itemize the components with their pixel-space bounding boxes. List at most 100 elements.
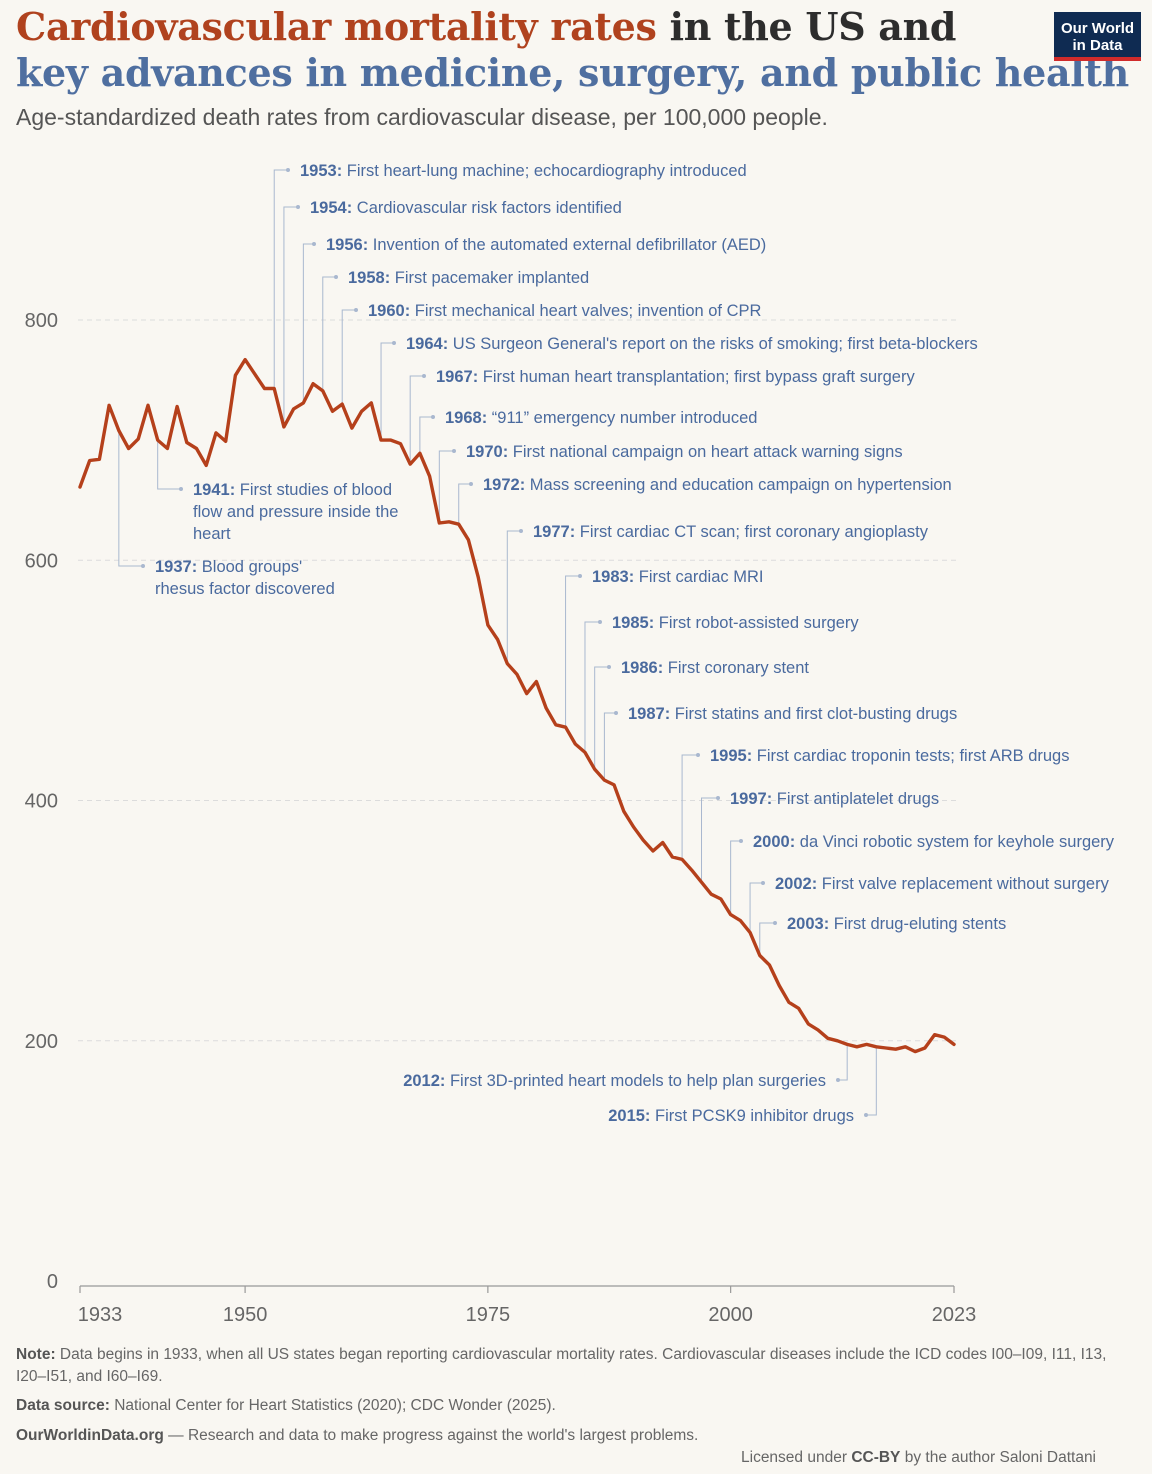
annotation-year: 1953: bbox=[300, 162, 342, 180]
annotation-year: 1995: bbox=[710, 747, 752, 765]
annotation-dot-1977 bbox=[519, 529, 523, 533]
annotation-leader-1985 bbox=[584, 621, 600, 753]
annotation-text: Mass screening and education campaign on… bbox=[525, 476, 952, 494]
annotation-1964: 1964: US Surgeon General's report on the… bbox=[406, 335, 978, 353]
annotation-year: 1967: bbox=[436, 368, 478, 386]
chart-subtitle: Age-standardized death rates from cardio… bbox=[16, 104, 828, 130]
source-text: National Center for Heart Statistics (20… bbox=[109, 1397, 556, 1414]
annotation-year: 1964: bbox=[406, 335, 448, 353]
annotation-year: 2002: bbox=[775, 875, 817, 893]
license-suffix: by the author Saloni Dattani bbox=[900, 1449, 1097, 1466]
annotation-1977: 1977: First cardiac CT scan; first coron… bbox=[533, 523, 929, 541]
annotation-1941-line2: flow and pressure inside the bbox=[193, 503, 398, 521]
site-link[interactable]: OurWorldinData.org bbox=[16, 1427, 164, 1444]
annotation-year: 1997: bbox=[730, 790, 772, 808]
annotation-1958: 1958: First pacemaker implanted bbox=[348, 269, 589, 287]
annotation-text: “911” emergency number introduced bbox=[487, 409, 757, 427]
annotation-1937: 1937: Blood groups' bbox=[155, 558, 302, 576]
annotation-text: First national campaign on heart attack … bbox=[508, 443, 902, 461]
annotation-leader-1956 bbox=[302, 243, 314, 403]
annotation-dot-2015 bbox=[864, 1113, 868, 1117]
annotation-text: First cardiac CT scan; first coronary an… bbox=[575, 523, 928, 541]
annotation-text: First mechanical heart valves; invention… bbox=[410, 302, 761, 320]
annotation-leader-1964 bbox=[380, 342, 394, 441]
license-prefix: Licensed under bbox=[741, 1449, 852, 1466]
annotation-year: 1972: bbox=[483, 476, 525, 494]
logo-line1: Our World bbox=[1060, 20, 1135, 37]
annotation-dot-2003 bbox=[773, 921, 777, 925]
annotation-dot-1968 bbox=[431, 415, 435, 419]
annotation-1941-line3: heart bbox=[193, 525, 231, 543]
annotation-leader-1967 bbox=[409, 375, 424, 465]
footer-license: Licensed under CC-BY by the author Salon… bbox=[741, 1447, 1096, 1469]
annotation-year: 1983: bbox=[592, 568, 634, 586]
annotation-1967: 1967: First human heart transplantation;… bbox=[436, 368, 915, 386]
annotation-leader-2002 bbox=[749, 882, 763, 933]
x-tick-2023: 2023 bbox=[932, 1304, 977, 1326]
annotation-text: Blood groups' bbox=[197, 558, 302, 576]
annotation-dot-1970 bbox=[452, 449, 456, 453]
annotation-leader-1941 bbox=[157, 440, 181, 490]
y-tick-600: 600 bbox=[25, 550, 58, 572]
annotation-leader-1954 bbox=[283, 206, 298, 427]
annotation-text: First pacemaker implanted bbox=[390, 269, 589, 287]
site-text: — Research and data to make progress aga… bbox=[163, 1427, 699, 1444]
annotation-text: First 3D-printed heart models to help pl… bbox=[445, 1072, 826, 1090]
annotation-text: First drug-eluting stents bbox=[829, 915, 1006, 933]
footer-source: Data source: National Center for Heart S… bbox=[16, 1395, 556, 1417]
annotation-dot-1967 bbox=[422, 374, 426, 378]
owid-logo[interactable]: Our World in Data bbox=[1054, 12, 1141, 61]
annotation-2002: 2002: First valve replacement without su… bbox=[775, 875, 1110, 893]
license-link[interactable]: CC-BY bbox=[851, 1449, 901, 1466]
annotation-leader-1937 bbox=[118, 430, 143, 567]
x-tick-1933: 1933 bbox=[78, 1304, 123, 1326]
annotation-text: First valve replacement without surgery bbox=[817, 875, 1109, 893]
mortality-series-line bbox=[78, 357, 956, 1054]
annotation-text: First cardiac troponin tests; first ARB … bbox=[752, 747, 1069, 765]
y-tick-400: 400 bbox=[25, 791, 58, 813]
footer-note: Note: Data begins in 1933, when all US s… bbox=[16, 1344, 1116, 1388]
annotation-text: Cardiovascular risk factors identified bbox=[352, 199, 622, 217]
annotation-dot-2002 bbox=[761, 881, 765, 885]
annotation-1941: 1941: First studies of blood bbox=[193, 481, 392, 499]
annotation-1986: 1986: First coronary stent bbox=[621, 659, 809, 677]
chart-svg: 0 200 400 600 800 1933 1950 1975 2000 2023 1937: B… bbox=[25, 162, 1115, 1326]
annotation-leader-1972 bbox=[458, 483, 471, 525]
annotation-1983: 1983: First cardiac MRI bbox=[592, 568, 763, 586]
annotation-leader-1968 bbox=[419, 416, 433, 454]
annotation-leader-2015 bbox=[866, 1046, 877, 1116]
annotation-year: 1968: bbox=[445, 409, 487, 427]
annotation-dot-1954 bbox=[296, 205, 300, 209]
annotation-year: 1941: bbox=[193, 481, 235, 499]
annotation-dot-1937 bbox=[141, 564, 145, 568]
annotation-year: 2015: bbox=[608, 1107, 650, 1125]
annotation-year: 1956: bbox=[326, 236, 368, 254]
y-tick-200: 200 bbox=[25, 1031, 58, 1053]
annotation-year: 1985: bbox=[612, 614, 654, 632]
annotation-1937-line2: rhesus factor discovered bbox=[155, 580, 335, 598]
annotation-dot-1941 bbox=[179, 487, 183, 491]
annotation-leader-1977 bbox=[506, 530, 521, 664]
annotation-dot-1956 bbox=[312, 242, 316, 246]
annotation-text: First heart-lung machine; echocardiograp… bbox=[342, 162, 746, 180]
x-tick-1950: 1950 bbox=[223, 1304, 268, 1326]
annotation-dot-1985 bbox=[598, 620, 602, 624]
annotation-leader-1958 bbox=[322, 276, 336, 391]
annotation-text: First robot-assisted surgery bbox=[654, 614, 859, 632]
logo-line2: in Data bbox=[1072, 37, 1123, 54]
annotation-year: 2003: bbox=[787, 915, 829, 933]
annotation-leader-1983 bbox=[565, 575, 580, 728]
annotation-text: First human heart transplantation; first… bbox=[478, 368, 915, 386]
annotation-1954: 1954: Cardiovascular risk factors identi… bbox=[310, 199, 622, 217]
annotation-leader-1970 bbox=[438, 450, 454, 524]
footer-site: OurWorldinData.org — Research and data t… bbox=[16, 1425, 716, 1447]
annotation-dot-1995 bbox=[696, 753, 700, 757]
annotation-dot-2012 bbox=[836, 1078, 840, 1082]
annotation-leader-1997 bbox=[701, 797, 718, 883]
annotation-year: 1970: bbox=[466, 443, 508, 461]
annotation-leader-1960 bbox=[341, 309, 356, 405]
annotation-year: 1954: bbox=[310, 199, 352, 217]
annotation-text: First statins and first clot-busting dru… bbox=[670, 705, 957, 723]
annotation-dot-1958 bbox=[334, 275, 338, 279]
y-tick-800: 800 bbox=[25, 310, 58, 332]
